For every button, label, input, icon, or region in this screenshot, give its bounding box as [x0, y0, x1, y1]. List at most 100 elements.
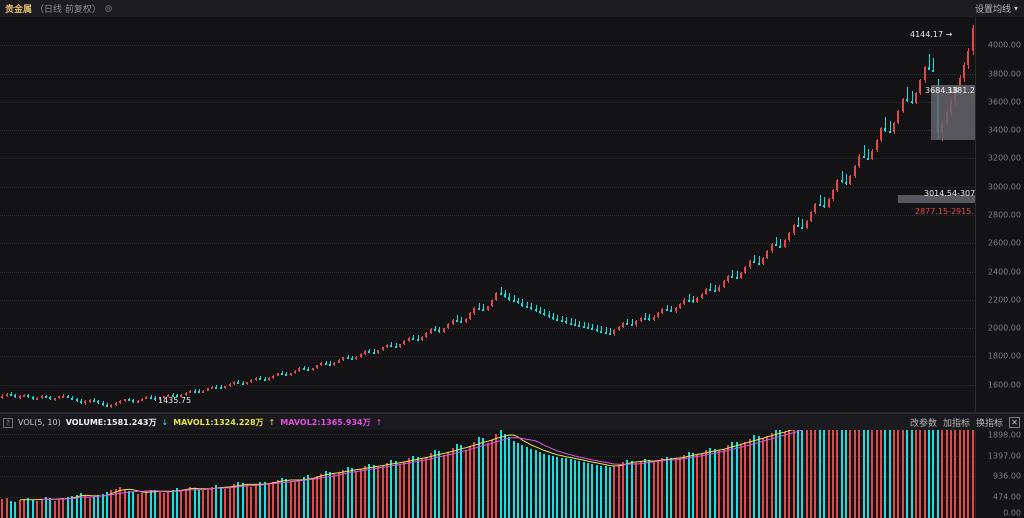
selection-rect[interactable]: [931, 85, 975, 140]
candle-body: [390, 344, 392, 347]
candle-body: [845, 182, 847, 185]
candle-body: [972, 28, 974, 51]
help-icon[interactable]: ?: [3, 417, 13, 428]
volume-bar: [766, 436, 768, 518]
candle-body: [250, 379, 252, 383]
volume-plot[interactable]: [0, 430, 975, 518]
candle-body: [487, 306, 489, 311]
candle-body: [93, 399, 95, 402]
price-gridline: [0, 328, 975, 330]
price-axis-tick: 2200.00: [987, 295, 1021, 305]
volume-arrow-icon: ↓: [161, 418, 169, 427]
candle-wick: [304, 365, 305, 370]
volume-bar: [229, 486, 231, 518]
candle-body: [609, 332, 611, 335]
volume-bar: [876, 430, 878, 518]
add-indicator-button[interactable]: 加指标: [942, 419, 970, 429]
selection-rect[interactable]: [898, 195, 975, 203]
volume-bar: [58, 499, 60, 518]
gear-icon[interactable]: [104, 4, 113, 13]
candle-body: [395, 345, 397, 348]
candle-wick: [571, 318, 572, 325]
ma-settings-button[interactable]: 设置均线 ▾: [975, 0, 1018, 17]
indicator-name: VOL(5, 10): [18, 418, 61, 427]
volume-bar: [115, 488, 117, 518]
candle-body: [736, 277, 738, 280]
candle-body: [465, 318, 467, 323]
close-icon[interactable]: ✕: [1009, 417, 1020, 428]
candle-body: [268, 377, 270, 380]
volume-bar: [618, 463, 620, 518]
candle-body: [80, 401, 82, 404]
volume-bar: [911, 430, 913, 518]
volume-bar: [333, 474, 335, 518]
candle-body: [373, 352, 375, 355]
candle-body: [233, 382, 235, 385]
candle-body: [124, 399, 126, 402]
volume-bar: [167, 491, 169, 518]
volume-bar: [32, 500, 34, 518]
candle-wick: [732, 269, 733, 279]
volume-bar: [176, 487, 178, 518]
candle-body: [727, 275, 729, 282]
volume-bar: [889, 430, 891, 518]
candle-body: [718, 286, 720, 292]
candle-body: [543, 313, 545, 316]
candle-body: [154, 398, 156, 401]
candle-wick: [505, 289, 506, 299]
volume-bar: [119, 486, 121, 518]
candle-body: [793, 224, 795, 233]
candle-body: [220, 387, 222, 390]
price-gridline: [0, 73, 975, 75]
candle-wick: [868, 148, 869, 161]
volume-bar: [198, 489, 200, 518]
volume-bar: [189, 486, 191, 518]
candle-body: [889, 130, 891, 133]
volume-bar: [661, 458, 663, 518]
volume-bar: [696, 454, 698, 518]
volume-bar: [832, 430, 834, 518]
candle-body: [312, 368, 314, 371]
volume-bar: [731, 441, 733, 518]
candle-wick: [776, 237, 777, 247]
mavol1-arrow-icon: ↑: [268, 418, 276, 427]
volume-bar: [1, 499, 3, 518]
price-axis-tick: 4000.00: [987, 40, 1021, 50]
volume-pane[interactable]: 1898.00 1397.00 936.00 474.00 0.00: [0, 430, 1024, 518]
candle-body: [508, 297, 510, 300]
candle-body: [215, 386, 217, 389]
candle-wick: [627, 318, 628, 325]
candle-body: [801, 226, 803, 229]
candle-wick: [94, 398, 95, 402]
volume-bar: [425, 457, 427, 518]
volume-bar: [806, 430, 808, 518]
candle-body: [45, 396, 47, 399]
volume-bar: [915, 430, 917, 518]
volume-bar: [456, 444, 458, 518]
chevron-down-icon: ▾: [1013, 3, 1018, 13]
volume-bar: [373, 464, 375, 518]
volume-bar: [666, 456, 668, 518]
candle-body: [145, 397, 147, 400]
candle-body: [740, 273, 742, 279]
candle-body: [421, 336, 423, 340]
switch-indicator-button[interactable]: 换指标: [975, 419, 1003, 429]
candle-body: [906, 98, 908, 102]
volume-bar: [145, 491, 147, 518]
candle-body: [797, 224, 799, 227]
candle-wick: [606, 327, 607, 334]
candle-body: [714, 289, 716, 292]
candle-body: [600, 330, 602, 333]
candle-body: [871, 150, 873, 160]
candle-wick: [649, 314, 650, 321]
candle-body: [89, 399, 91, 402]
volume-bar: [298, 479, 300, 518]
candle-body: [277, 373, 279, 376]
candle-wick: [479, 302, 480, 311]
candle-body: [360, 353, 362, 357]
change-params-button[interactable]: 改参数: [909, 419, 937, 429]
range-label-low: 2877.15-2915.15: [915, 207, 975, 216]
candle-body: [644, 317, 646, 320]
